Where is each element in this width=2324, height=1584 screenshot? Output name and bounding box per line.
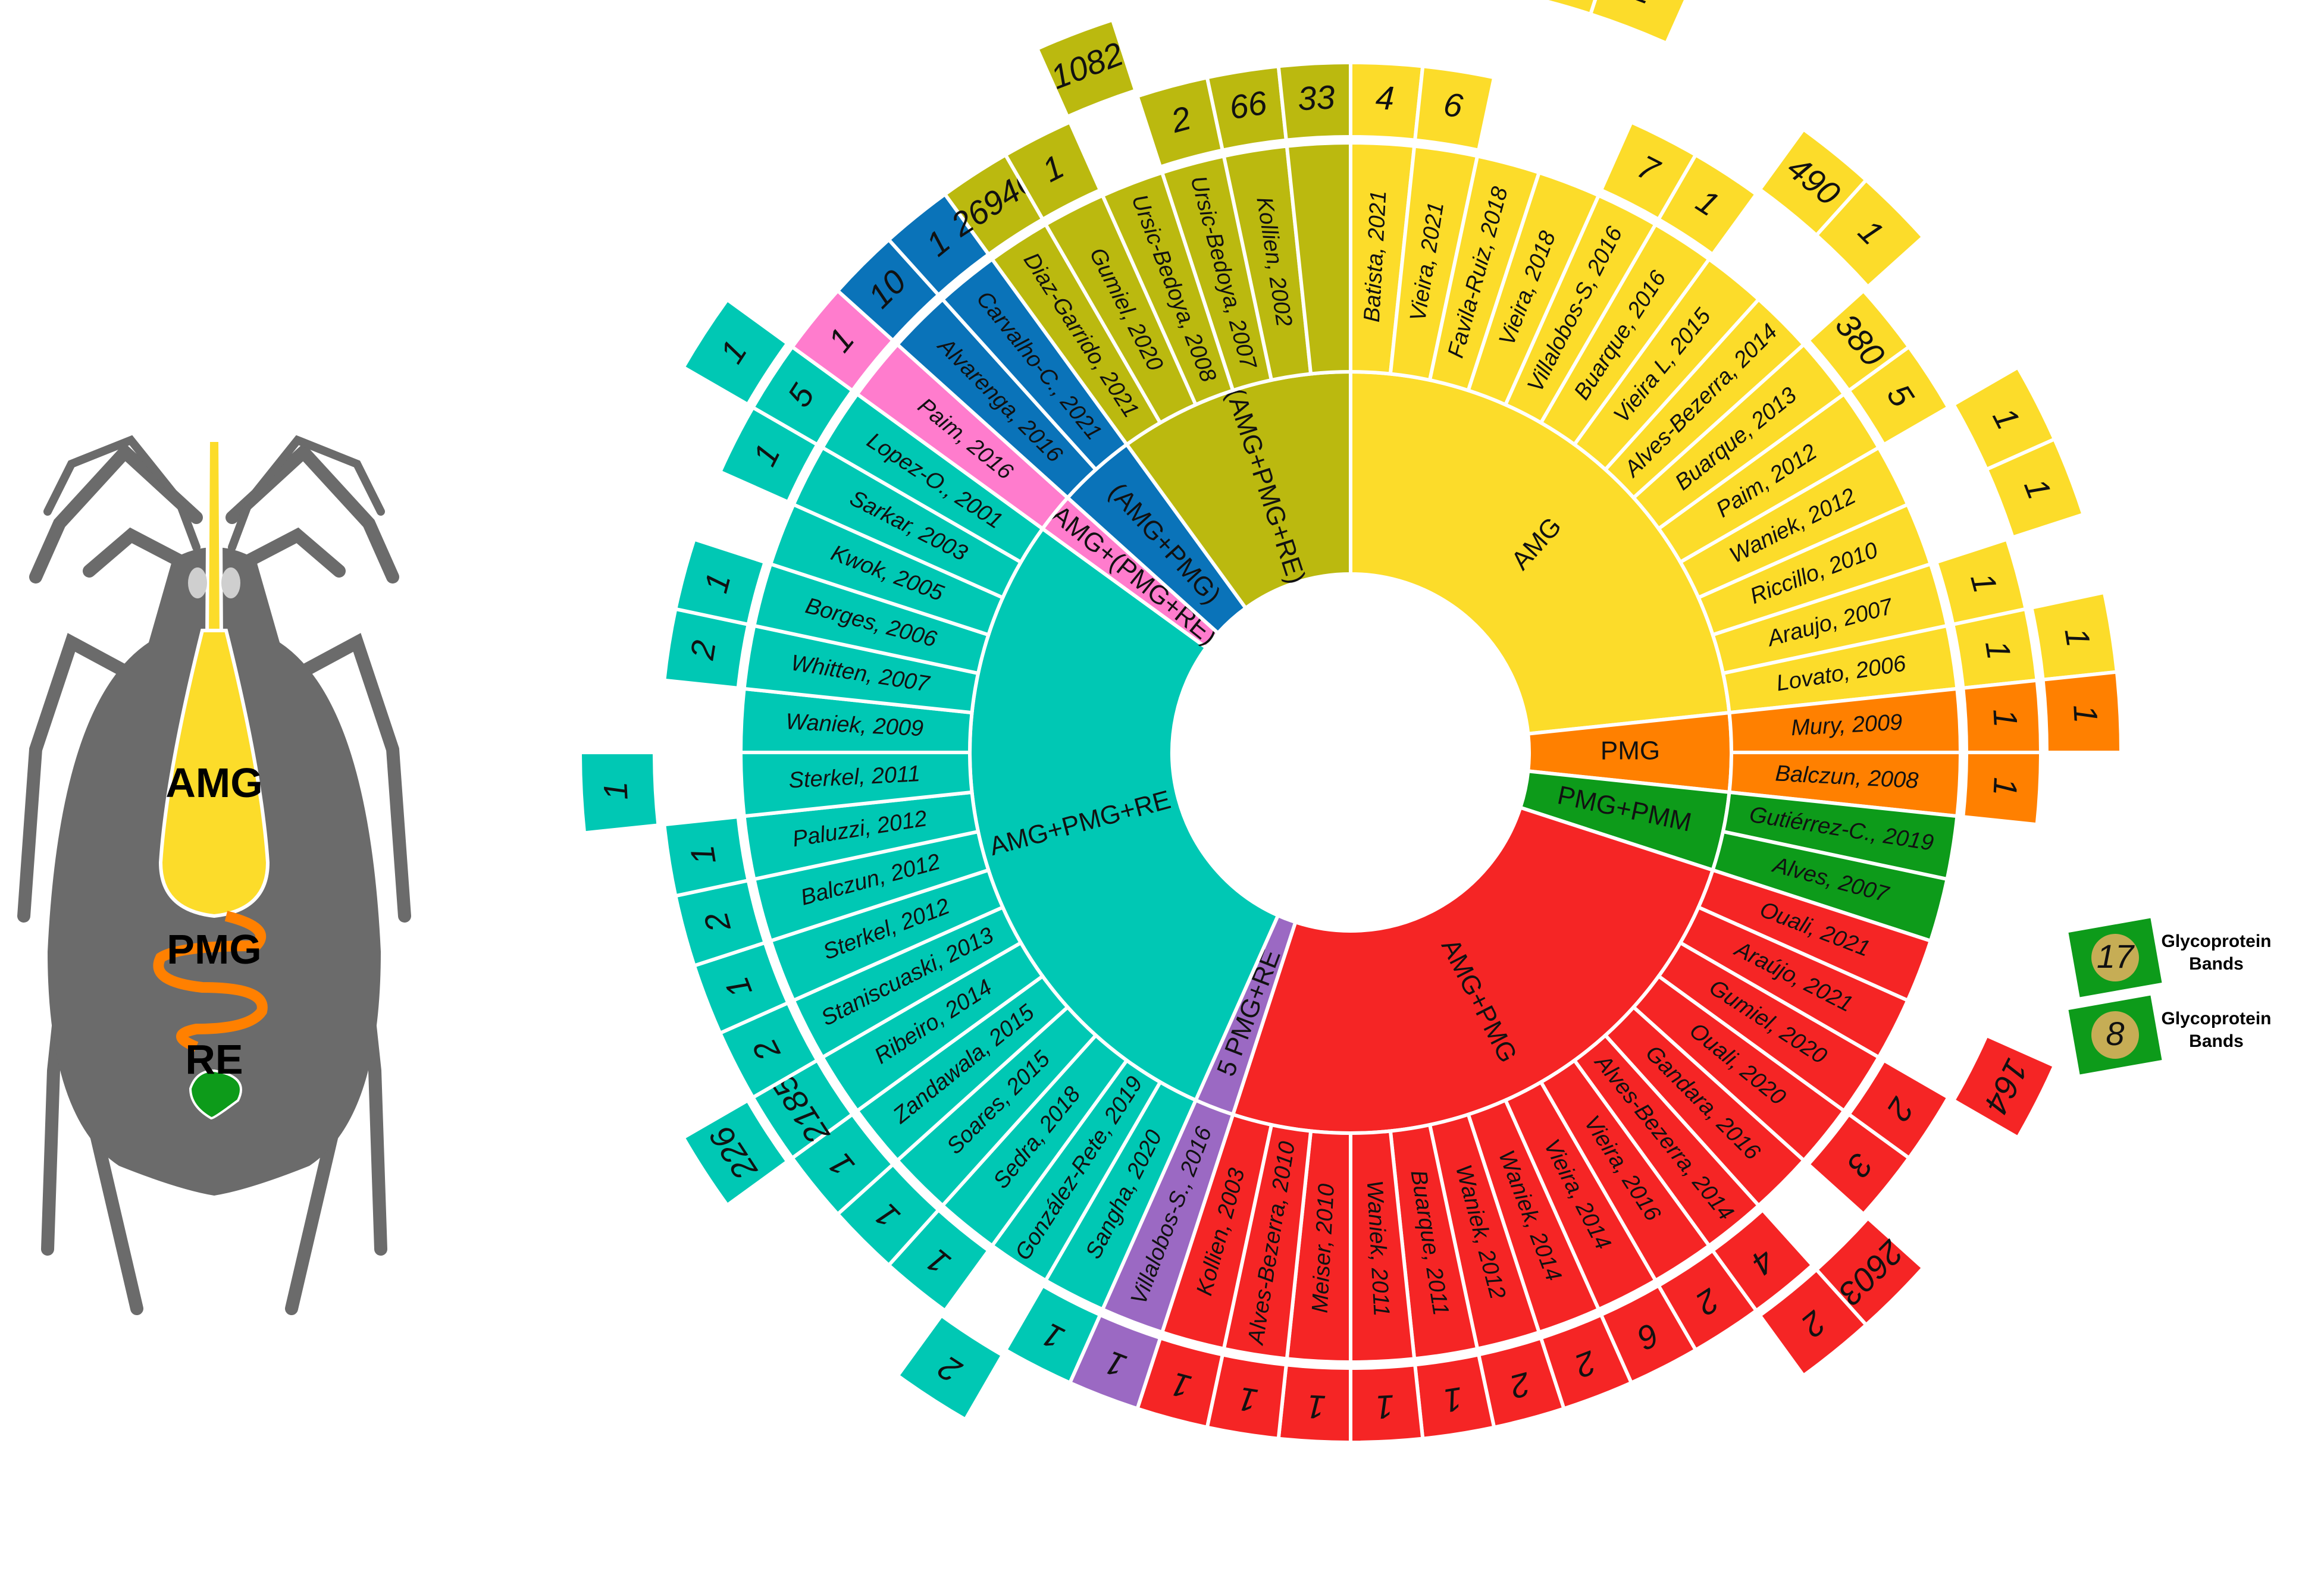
count-cell [2041, 670, 2123, 754]
count-value: 33 [1297, 78, 1336, 117]
study-segment [1285, 140, 1352, 376]
glycoprotein-note: Glycoprotein [2161, 931, 2271, 951]
count-cell [1003, 120, 1103, 222]
count-cell [1846, 344, 1951, 447]
count-cell [1276, 60, 1352, 142]
count-cell [1805, 1112, 1912, 1217]
count-cell [895, 1313, 1006, 1422]
count-value: 1 [596, 781, 635, 801]
count-value: 66 [1227, 83, 1270, 126]
insect-antennae [43, 435, 385, 551]
glycoprotein-blob [2091, 934, 2139, 981]
glycoprotein-value: 17 [2097, 937, 2135, 975]
insect-amg-region [158, 629, 270, 918]
insect-eye-right [221, 567, 240, 598]
count-value: 1 [1986, 708, 2025, 728]
count-value: 1 [1306, 1388, 1326, 1426]
count-value: 1 [1986, 776, 2025, 796]
count-cell [681, 1097, 790, 1208]
glycoprotein-note: Bands [2189, 954, 2244, 974]
insect-pmg-region [153, 911, 268, 1052]
count-cell [1984, 437, 2086, 540]
group-label-1: PMG [1601, 736, 1660, 766]
count-cell [673, 537, 768, 627]
insect-neck [205, 438, 224, 644]
glycoprotein-note: Bands [2189, 1031, 2244, 1051]
insect-re-region [189, 1069, 242, 1120]
insect-label-amg: AMG [165, 760, 262, 806]
count-cell [662, 814, 751, 898]
study-label: Mury, 2009 [1790, 710, 1903, 741]
count-cell [1656, 152, 1759, 257]
count-cell [1412, 64, 1496, 153]
glycoprotein-value: 8 [2106, 1015, 2124, 1052]
glycoprotein-note: Glycoprotein [2161, 1009, 2271, 1028]
insect-eye-left [188, 567, 207, 598]
count-value: 4 [1374, 79, 1395, 117]
center-hole [1172, 574, 1529, 931]
count-cell [1951, 1033, 2057, 1140]
glycoprotein-markers: 17 Glycoprotein Bands 8 Glycoprotein Bands [2068, 918, 2272, 1075]
insect-illustration: AMG PMG RE [17, 435, 411, 1315]
insect-label-re: RE [185, 1036, 243, 1083]
count-cell [1961, 751, 2043, 827]
count-cell [1814, 177, 1926, 290]
count-cell [1757, 1267, 1869, 1378]
count-cell [1035, 17, 1138, 120]
count-value: 1 [1374, 1388, 1395, 1426]
count-value: 1 [2066, 704, 2105, 724]
count-cell [681, 297, 790, 407]
count-cell [578, 751, 660, 835]
glycoprotein-blob [2091, 1011, 2139, 1059]
count-cell [1588, 0, 1688, 46]
insect-label-pmg: PMG [167, 926, 261, 973]
count-cell [1003, 1283, 1103, 1385]
